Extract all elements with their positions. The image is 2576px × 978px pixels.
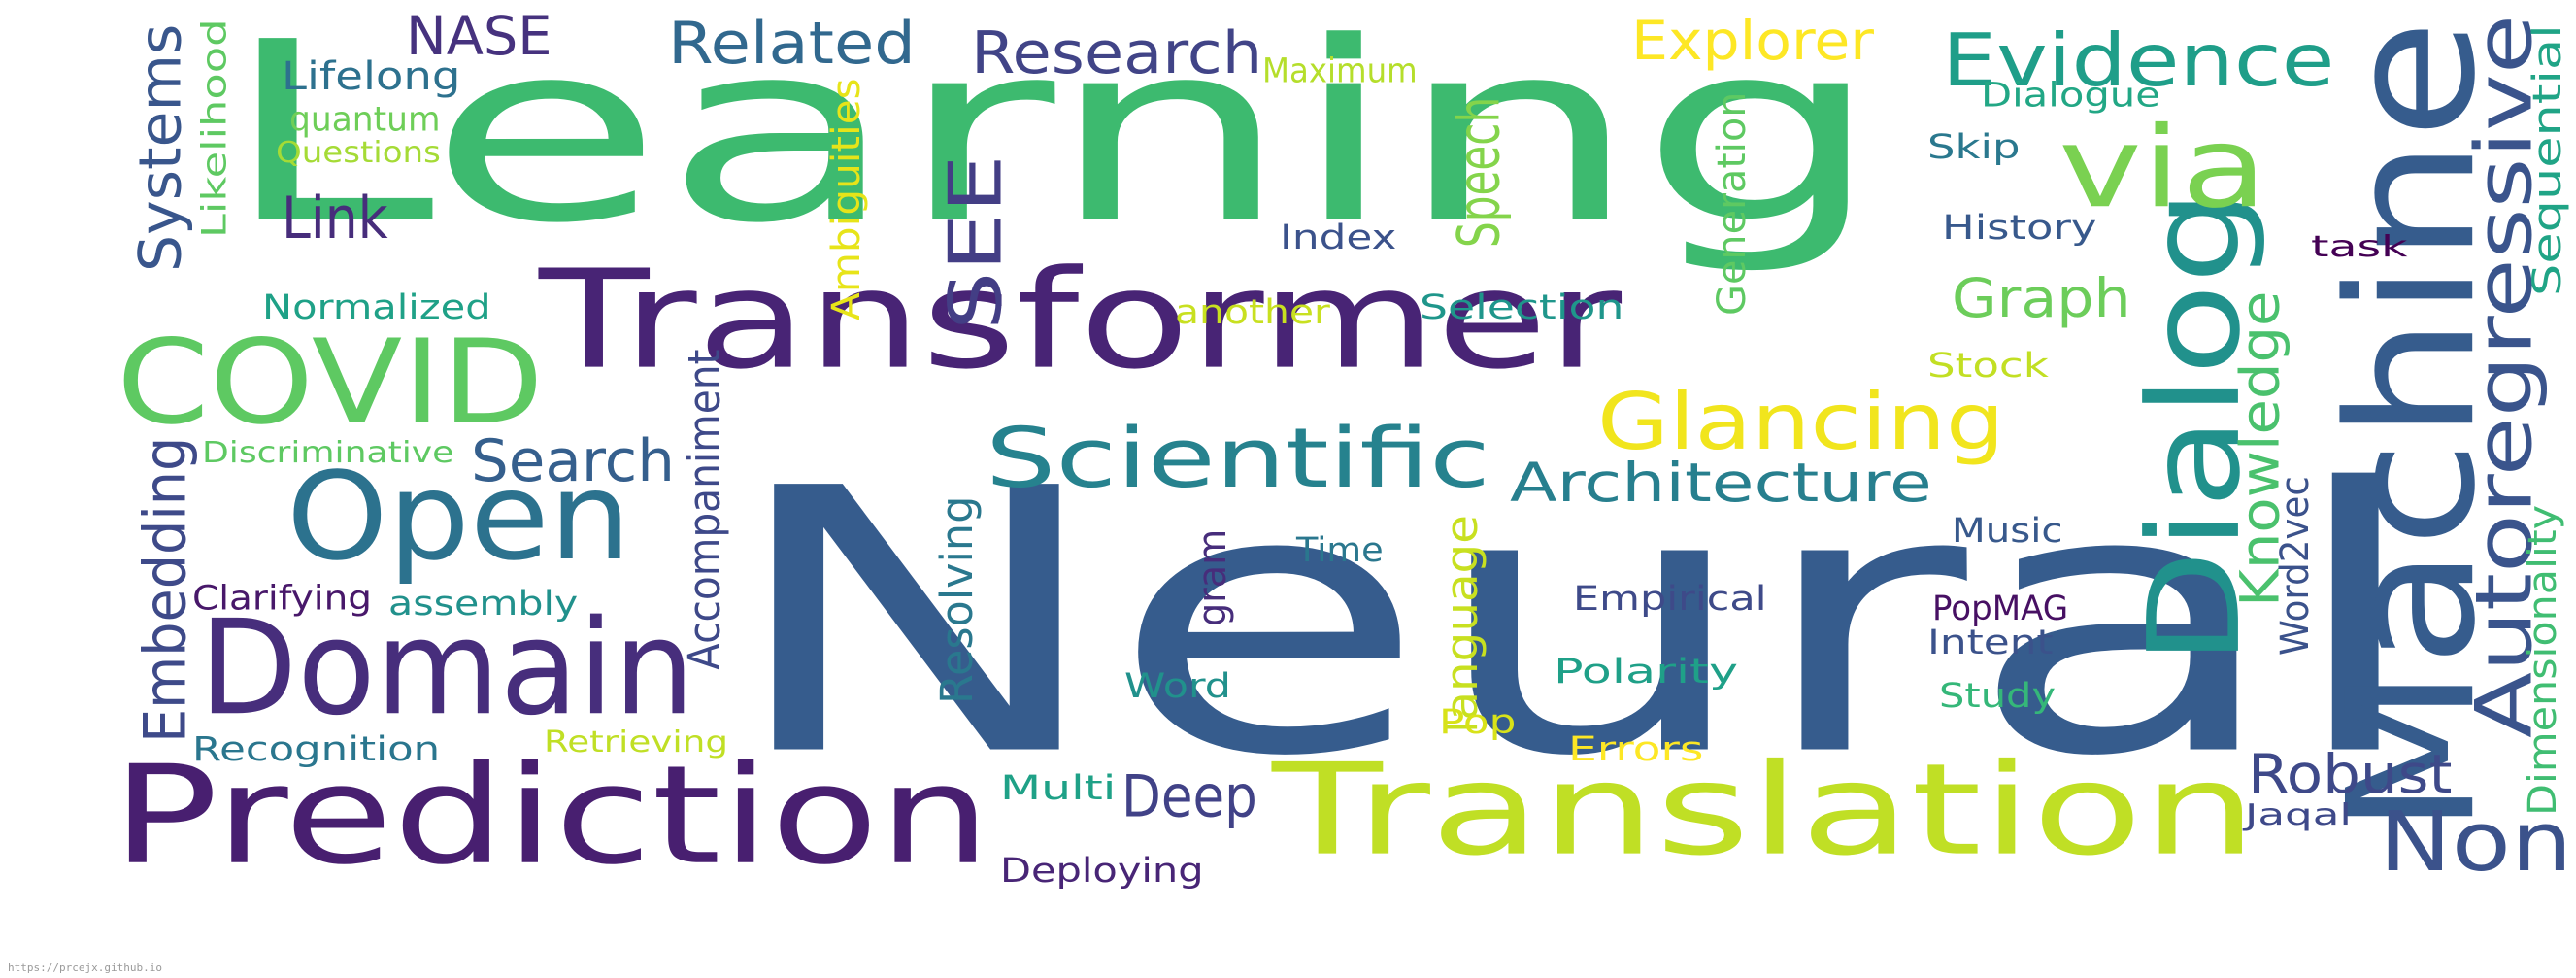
word-likelihood: Likelihood [193,18,235,238]
word-see: SEE [933,154,1019,330]
word-music: Music [1952,512,2063,551]
word-evidence: Evidence [1942,17,2335,104]
word-embedding: Embedding [130,436,200,743]
word-skip: Skip [1927,128,2021,167]
word-sequential: Sequential [2526,24,2571,296]
word-gram: gram [1190,528,1236,626]
word-translation: Translation [1272,736,2258,885]
word-neural: Neural [723,412,2427,836]
word-retrieving: Retrieving [544,725,728,759]
word-non: Non [2379,793,2573,891]
word-resolving: Resolving [933,495,984,704]
word-empirical: Empirical [1573,580,1767,619]
word-popmag: PopMAG [1932,590,2069,628]
word-via: via [2058,102,2268,233]
word-assembly: assembly [388,585,579,624]
word-robust: Robust [2248,743,2453,805]
word-normalized: Normalized [262,288,491,327]
word-scientific: Scientific [986,410,1490,507]
word-covid: COVID [117,316,545,451]
word-another: another [1175,293,1330,332]
word-clarifying: Clarifying [192,577,373,619]
word-word2vec: Word2vec [2273,476,2319,656]
word-maximum: Maximum [1262,50,1418,91]
word-learning: Learning [221,0,1883,278]
word-errors: Errors [1568,730,1704,769]
word-deploying: Deploying [1000,852,1204,891]
word-history: History [1942,209,2097,248]
word-dialogue: Dialogue [1981,74,2160,116]
word-quantum: quantum [289,98,441,140]
word-link: Link [282,184,388,253]
word-speech: Speech [1445,96,1513,248]
word-accompaniment: Accompaniment [681,349,731,670]
word-recognition: Recognition [192,730,441,769]
word-selection: Selection [1420,288,1624,327]
word-multi: Multi [1000,769,1117,808]
word-related: Related [668,9,916,78]
word-language: language [1438,515,1489,733]
word-study: Study [1939,677,2057,716]
word-explorer: Explorer [1631,10,1874,72]
word-graph: Graph [1952,267,2131,329]
word-stock: Stock [1927,347,2049,386]
word-architecture: Architecture [1510,452,1932,514]
word-domain: Domain [199,590,695,745]
word-jaqal: Jaqal [2245,798,2352,832]
word-questions: Questions [276,136,441,170]
word-discriminative: Discriminative [202,436,454,470]
word-glancing: Glancing [1597,377,2005,467]
word-polarity: Polarity [1554,653,1739,691]
word-pop: Pop [1439,703,1517,742]
word-nase: NASE [406,5,552,67]
word-dimensionality: Dimensionality [2521,504,2566,816]
word-word: Word [1124,667,1231,706]
word-prediction: Prediction [112,736,991,895]
word-generation: Generation [1710,91,1756,316]
word-ambiguities: Ambiguities [824,78,870,321]
word-systems: Systems [125,23,195,273]
word-intent: Intent [1927,624,2054,662]
word-time: Time [1296,531,1384,570]
word-lifelong: Lifelong [282,54,461,100]
word-task: task [2311,230,2408,264]
word-research: Research [971,19,1263,87]
word-deep: Deep [1121,762,1257,830]
footer-url: https://prcejx.github.io [8,961,162,974]
word-transformer: Transformer [539,241,1623,400]
word-open: Open [286,447,631,588]
word-index: Index [1280,219,1397,257]
word-search: Search [471,426,675,495]
